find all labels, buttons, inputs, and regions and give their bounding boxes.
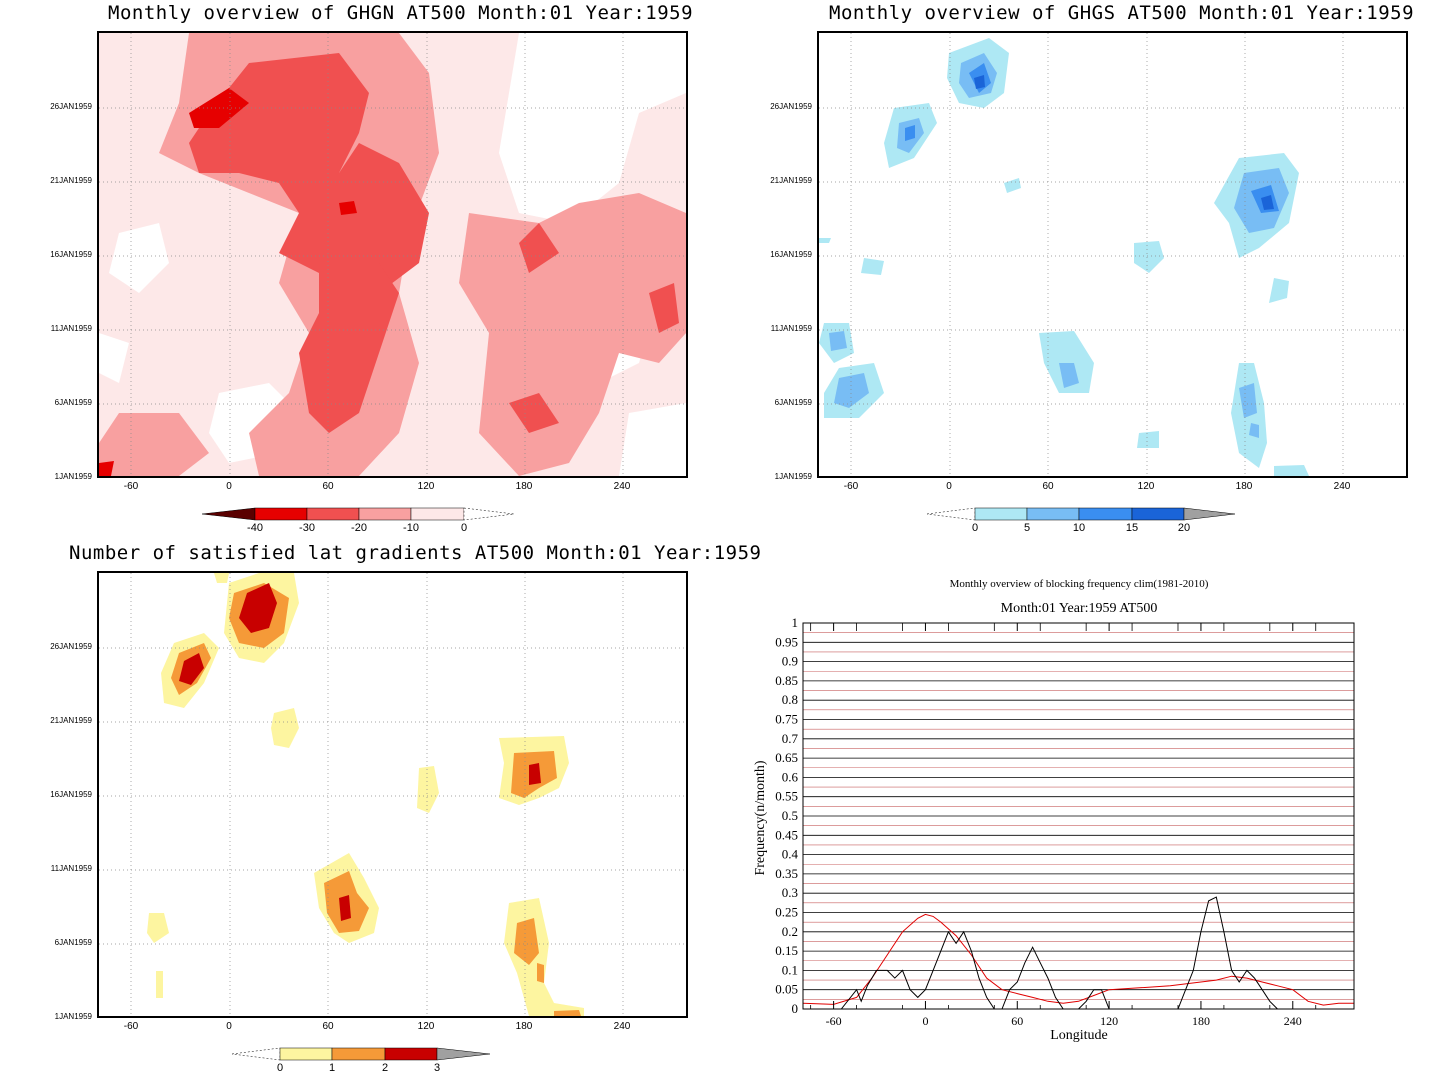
x-axis-label: Longitude <box>1050 1028 1108 1043</box>
ghgn-colorbar-label: -40 <box>247 522 263 534</box>
y-tick-label: 0 <box>792 1001 799 1016</box>
y-tick-label: 1 <box>792 615 799 630</box>
ghgs-colorbar-label: 10 <box>1072 522 1086 534</box>
x-tick-label: 240 <box>1284 1014 1302 1028</box>
y-tick-label: 0.1 <box>782 962 798 977</box>
y-tick-label: 0.7 <box>782 731 799 746</box>
lat-ytick: 6JAN1959 <box>54 938 92 947</box>
chart-subtitle: Month:01 Year:1959 AT500 <box>1001 601 1158 616</box>
ghgn-ytick: 11JAN1959 <box>50 324 92 333</box>
ghgn-ytick: 16JAN1959 <box>50 250 92 259</box>
y-tick-label: 0.95 <box>775 634 798 649</box>
lat-ytick: 16JAN1959 <box>50 790 92 799</box>
ghgs-xtick: 120 <box>1137 481 1155 492</box>
ghgn-colorbar <box>201 507 515 521</box>
blocking-frequency-chart: Monthly overview of blocking frequency c… <box>753 578 1355 1043</box>
lat-ytick: 26JAN1959 <box>50 642 92 651</box>
lat-xtick: 180 <box>515 1021 533 1032</box>
ghgn-ytick: 26JAN1959 <box>50 102 92 111</box>
ghgs-ytick: 21JAN1959 <box>770 176 812 185</box>
ghgn-colorbar-label: 0 <box>460 522 468 534</box>
y-tick-label: 0.9 <box>782 654 798 669</box>
lat-title: Number of satisfied lat gradients AT500 … <box>69 542 762 564</box>
ghgn-ytick: 6JAN1959 <box>54 398 92 407</box>
y-tick-label: 0.45 <box>775 827 798 842</box>
y-tick-label: 0.15 <box>775 943 798 958</box>
lat-xtick: -60 <box>123 1021 139 1032</box>
y-tick-label: 0.75 <box>775 712 798 727</box>
ghgn-plot-area <box>97 31 688 478</box>
ghgn-colorbar-label: -10 <box>403 522 419 534</box>
ghgs-xtick: 240 <box>1333 481 1351 492</box>
ghgs-colorbar-label: 15 <box>1125 522 1139 534</box>
ghgn-ytick: 21JAN1959 <box>50 176 92 185</box>
lat-colorbar-label: 2 <box>381 1062 389 1074</box>
lat-contour-field <box>99 573 686 1016</box>
y-tick-label: 0.6 <box>782 769 799 784</box>
ghgn-colorbar-label: -20 <box>351 522 367 534</box>
ghgs-xtick: 0 <box>946 481 952 492</box>
ghgn-colorbar-label: -30 <box>299 522 315 534</box>
x-tick-label: 180 <box>1192 1014 1210 1028</box>
y-tick-label: 0.55 <box>775 789 798 804</box>
chart-title: Monthly overview of blocking frequency c… <box>950 578 1209 590</box>
ghgs-ytick: 11JAN1959 <box>770 324 812 333</box>
lat-colorbar <box>231 1047 491 1061</box>
ghgs-contour-field <box>819 33 1406 476</box>
x-tick-label: 120 <box>1100 1014 1118 1028</box>
y-tick-label: 0.85 <box>775 673 798 688</box>
ghgs-ytick: 16JAN1959 <box>770 250 812 259</box>
ghgs-colorbar-label: 5 <box>1023 522 1031 534</box>
lat-ytick: 21JAN1959 <box>50 716 92 725</box>
x-tick-label: -60 <box>826 1014 842 1028</box>
y-tick-label: 0.2 <box>782 924 798 939</box>
lat-colorbar-label: 3 <box>433 1062 441 1074</box>
ghgn-ytick: 1JAN1959 <box>54 472 92 481</box>
lat-xtick: 120 <box>417 1021 435 1032</box>
ghgn-xtick: 120 <box>417 481 435 492</box>
series-line-1 <box>803 896 1354 1010</box>
ghgs-ytick: 6JAN1959 <box>774 398 812 407</box>
y-tick-label: 0.65 <box>775 750 798 765</box>
y-tick-label: 0.8 <box>782 692 798 707</box>
y-tick-label: 0.5 <box>782 808 798 823</box>
y-tick-label: 0.3 <box>782 885 798 900</box>
ghgs-title: Monthly overview of GHGS AT500 Month:01 … <box>829 2 1415 24</box>
ghgs-xtick: 60 <box>1042 481 1054 492</box>
ghgn-xtick: 180 <box>515 481 533 492</box>
lat-xtick: 240 <box>613 1021 631 1032</box>
lat-ytick: 11JAN1959 <box>50 864 92 873</box>
lat-ytick: 1JAN1959 <box>54 1012 92 1021</box>
x-tick-label: 60 <box>1011 1014 1023 1028</box>
x-tick-label: 0 <box>922 1014 928 1028</box>
ghgs-ytick: 26JAN1959 <box>770 102 812 111</box>
ghgs-xtick: 180 <box>1235 481 1253 492</box>
lat-colorbar-label: 0 <box>276 1062 284 1074</box>
y-tick-label: 0.05 <box>775 982 798 997</box>
ghgn-xtick: 60 <box>322 481 334 492</box>
ghgn-xtick: 0 <box>226 481 232 492</box>
y-axis-label: Frequency(n/month) <box>753 760 768 875</box>
series-line-0 <box>802 913 1354 1006</box>
y-tick-label: 0.25 <box>775 905 798 920</box>
ghgs-colorbar <box>926 507 1236 521</box>
lat-plot-area <box>97 571 688 1018</box>
lat-xtick: 0 <box>226 1021 232 1032</box>
y-tick-label: 0.35 <box>775 866 798 881</box>
ghgs-colorbar-label: 0 <box>971 522 979 534</box>
ghgn-title: Monthly overview of GHGN AT500 Month:01 … <box>108 2 694 24</box>
lat-xtick: 60 <box>322 1021 334 1032</box>
ghgn-xtick: -60 <box>123 481 139 492</box>
ghgs-colorbar-label: 20 <box>1177 522 1191 534</box>
lat-colorbar-label: 1 <box>328 1062 336 1074</box>
ghgs-plot-area <box>817 31 1408 478</box>
ghgs-ytick: 1JAN1959 <box>774 472 812 481</box>
ghgn-xtick: 240 <box>613 481 631 492</box>
ghgn-contour-field <box>99 33 686 476</box>
y-tick-label: 0.4 <box>782 847 799 862</box>
ghgs-xtick: -60 <box>843 481 859 492</box>
